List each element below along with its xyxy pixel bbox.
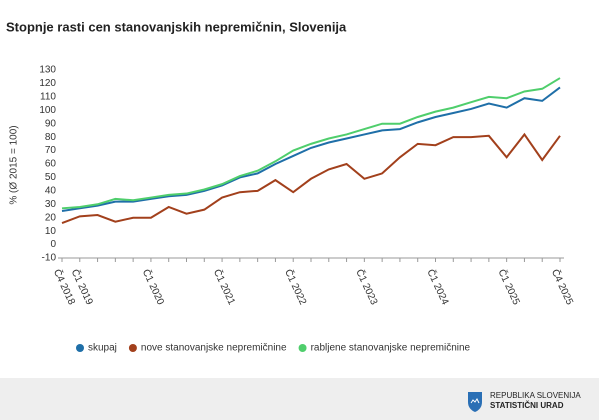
footer-band: [0, 378, 599, 420]
legend-label: nove stanovanjske nepremičnine: [141, 343, 287, 354]
x-tick-label: Č1 2025: [496, 267, 524, 307]
legend-marker: [128, 344, 137, 352]
y-tick-label: -10: [42, 253, 57, 264]
legend-label: skupaj: [88, 343, 117, 354]
y-tick-label: 70: [45, 145, 57, 156]
x-tick-label: Č1 2020: [140, 267, 168, 307]
legend-label: rabljene stanovanjske nepremičnine: [311, 343, 471, 354]
y-tick-label: 30: [45, 199, 57, 210]
x-tick-label: Č1 2022: [282, 267, 310, 307]
y-tick-label: 100: [39, 105, 56, 116]
series-line: [61, 77, 561, 210]
x-tick-label: Č1 2024: [424, 267, 452, 307]
footer-line1: REPUBLIKA SLOVENIJA: [490, 391, 581, 400]
chart-title: Stopnje rasti cen stanovanjskih nepremič…: [6, 19, 347, 34]
series-line: [61, 86, 561, 212]
y-tick-label: 0: [50, 239, 56, 250]
x-tick-label: Č1 2021: [211, 267, 239, 307]
y-axis-label: % (Ø 2015 = 100): [9, 125, 20, 204]
x-tick-label: Č1 2023: [353, 267, 381, 307]
y-tick-label: 50: [45, 172, 57, 183]
y-tick-label: 40: [45, 185, 57, 196]
y-tick-label: 90: [45, 118, 57, 129]
y-tick-label: 130: [39, 65, 56, 76]
footer-line2: STATISTIČNI URAD: [490, 401, 564, 410]
y-tick-label: 60: [45, 159, 57, 170]
series-line: [61, 132, 561, 225]
y-tick-label: 20: [45, 212, 57, 223]
legend-marker: [76, 344, 84, 352]
x-tick-label: Č4 2025: [549, 267, 577, 307]
legend-marker: [298, 344, 307, 352]
y-tick-label: 110: [40, 91, 56, 102]
logo-mark: [470, 398, 480, 404]
y-tick-label: 80: [45, 132, 57, 143]
y-tick-label: 120: [39, 78, 56, 89]
y-tick-label: 10: [45, 226, 57, 237]
